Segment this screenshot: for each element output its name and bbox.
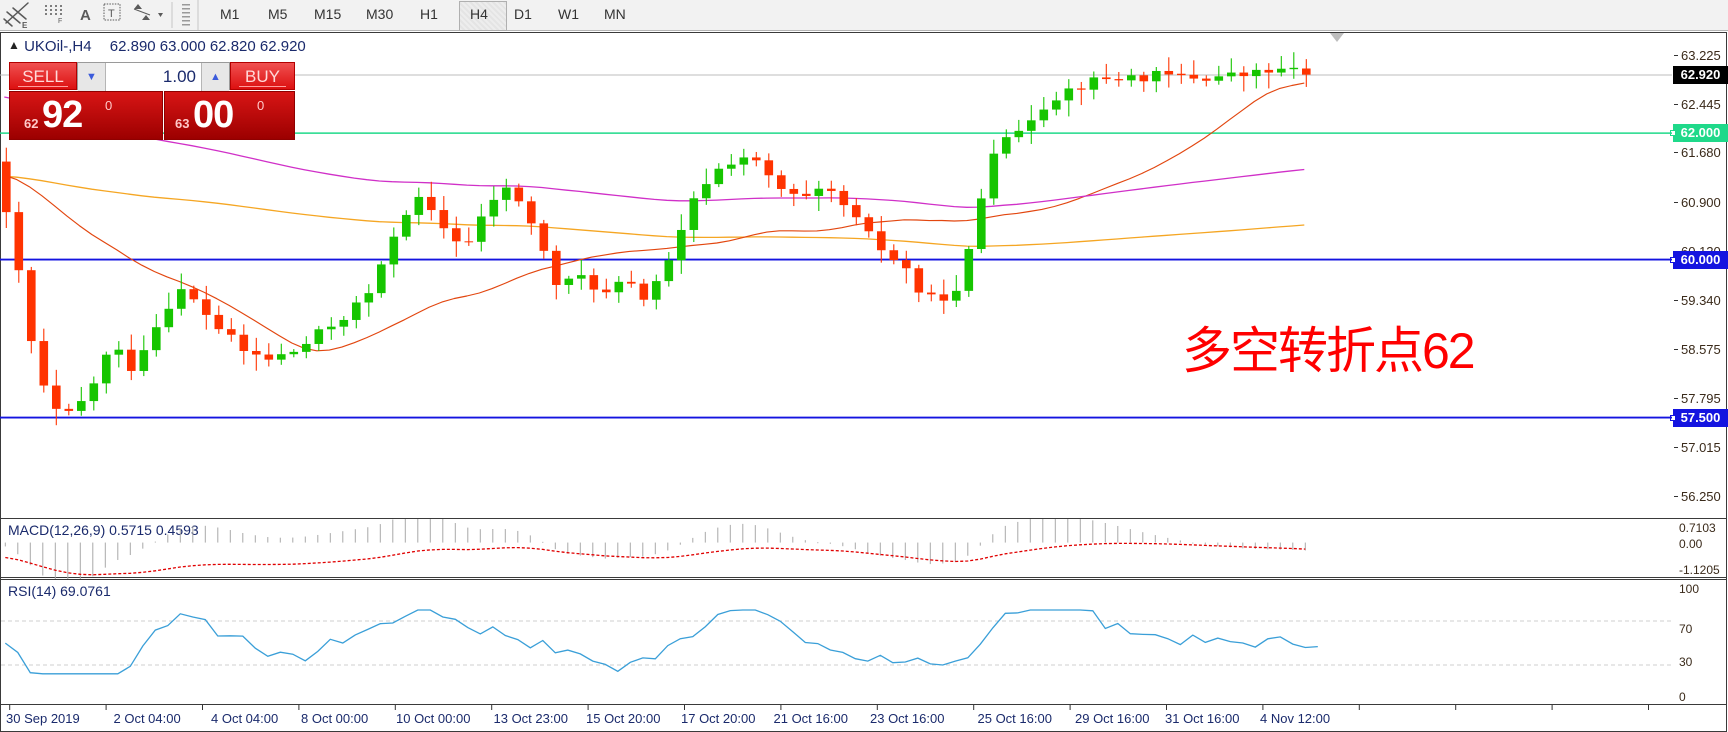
svg-text:A: A [80,7,91,24]
svg-text:E: E [22,21,28,30]
svg-text:F: F [58,18,62,25]
svg-text:T: T [108,8,115,20]
